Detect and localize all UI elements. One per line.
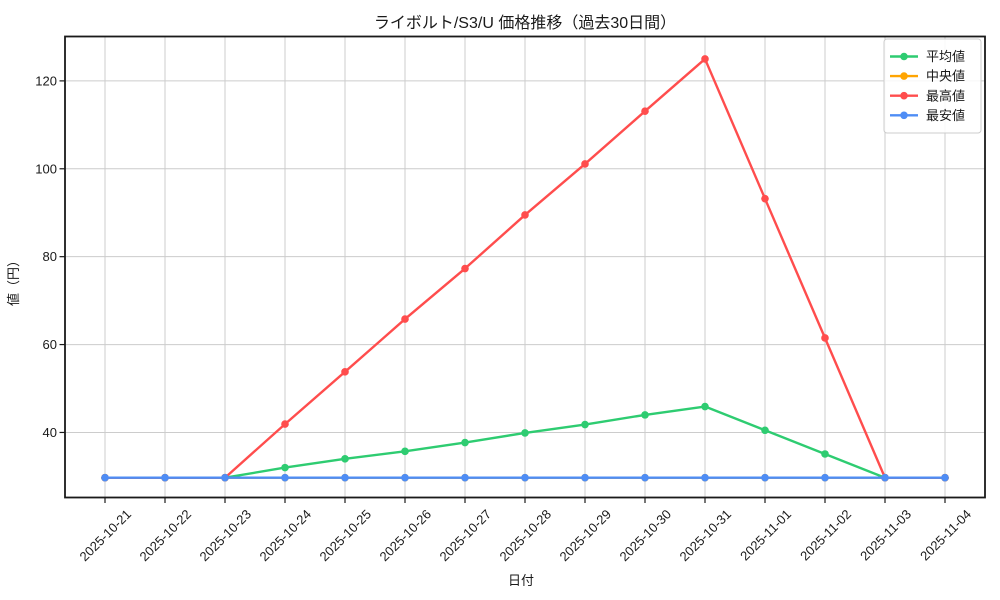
data-point-min bbox=[941, 473, 949, 482]
x-tick-label: 2025-10-21 bbox=[76, 507, 134, 565]
legend-marker-max bbox=[900, 91, 908, 100]
data-point-max bbox=[281, 420, 289, 428]
data-point-average bbox=[581, 420, 589, 429]
data-point-max bbox=[401, 315, 409, 323]
x-tick-label: 2025-11-03 bbox=[857, 507, 914, 564]
data-point-max bbox=[521, 211, 529, 219]
data-point-average bbox=[461, 438, 469, 447]
data-point-max bbox=[341, 368, 349, 376]
x-tick-label: 2025-11-04 bbox=[917, 507, 974, 564]
data-point-min bbox=[821, 473, 829, 482]
legend-label-average: 平均値 bbox=[926, 49, 965, 64]
data-point-min bbox=[521, 473, 529, 482]
data-point-min bbox=[761, 473, 769, 482]
data-point-min bbox=[581, 473, 589, 482]
y-tick-label: 120 bbox=[35, 73, 57, 88]
x-tick-label: 2025-10-27 bbox=[436, 507, 494, 565]
data-point-average bbox=[821, 450, 829, 458]
chart-title: ライボルト/S3/U 価格推移（過去30日間） bbox=[374, 14, 676, 32]
data-point-max bbox=[701, 55, 709, 63]
legend-label-median: 中央値 bbox=[926, 69, 965, 84]
data-point-min bbox=[401, 473, 409, 482]
data-point-max bbox=[641, 107, 649, 116]
legend-label-max: 最高値 bbox=[926, 88, 965, 103]
legend-box bbox=[883, 38, 982, 134]
data-point-average bbox=[701, 402, 709, 411]
data-point-min bbox=[701, 473, 709, 482]
data-point-average bbox=[401, 447, 409, 456]
y-axis-label: 値（円） bbox=[6, 254, 21, 306]
data-point-max bbox=[821, 334, 829, 342]
data-point-average bbox=[641, 411, 649, 419]
data-point-min bbox=[641, 473, 649, 482]
x-tick-label: 2025-10-25 bbox=[316, 507, 374, 565]
x-tick-label: 2025-10-29 bbox=[556, 507, 614, 565]
x-tick-label: 2025-10-24 bbox=[256, 507, 314, 565]
legend-label-min: 最安値 bbox=[926, 108, 965, 123]
y-tick-label: 40 bbox=[43, 425, 57, 440]
data-point-min bbox=[221, 473, 229, 482]
y-tick-label: 80 bbox=[43, 249, 57, 264]
data-point-average bbox=[521, 429, 529, 437]
y-tick-label: 100 bbox=[35, 161, 57, 176]
x-tick-label: 2025-10-26 bbox=[376, 507, 434, 565]
data-point-average bbox=[281, 463, 289, 472]
x-tick-label: 2025-10-30 bbox=[616, 507, 674, 565]
x-tick-label: 2025-10-23 bbox=[196, 507, 254, 565]
x-axis-label: 日付 bbox=[508, 573, 534, 588]
data-point-min bbox=[341, 473, 349, 482]
y-tick-label: 60 bbox=[43, 337, 57, 352]
data-point-min bbox=[281, 473, 289, 482]
x-tick-label: 2025-10-31 bbox=[676, 507, 734, 565]
data-point-min bbox=[461, 473, 469, 482]
x-tick-label: 2025-11-01 bbox=[737, 507, 794, 564]
data-point-min bbox=[101, 473, 109, 482]
data-point-max bbox=[581, 160, 589, 168]
data-point-min bbox=[881, 473, 889, 482]
data-point-max bbox=[761, 194, 769, 203]
data-point-min bbox=[161, 473, 169, 482]
x-tick-label: 2025-10-22 bbox=[136, 507, 194, 565]
legend-marker-median bbox=[900, 72, 908, 80]
data-point-average bbox=[341, 455, 349, 463]
data-point-max bbox=[461, 264, 469, 273]
data-point-average bbox=[761, 426, 769, 435]
legend-marker-min bbox=[900, 111, 908, 120]
legend-marker-average bbox=[900, 52, 908, 61]
x-tick-label: 2025-10-28 bbox=[496, 507, 554, 565]
x-tick-label: 2025-11-02 bbox=[797, 507, 854, 564]
